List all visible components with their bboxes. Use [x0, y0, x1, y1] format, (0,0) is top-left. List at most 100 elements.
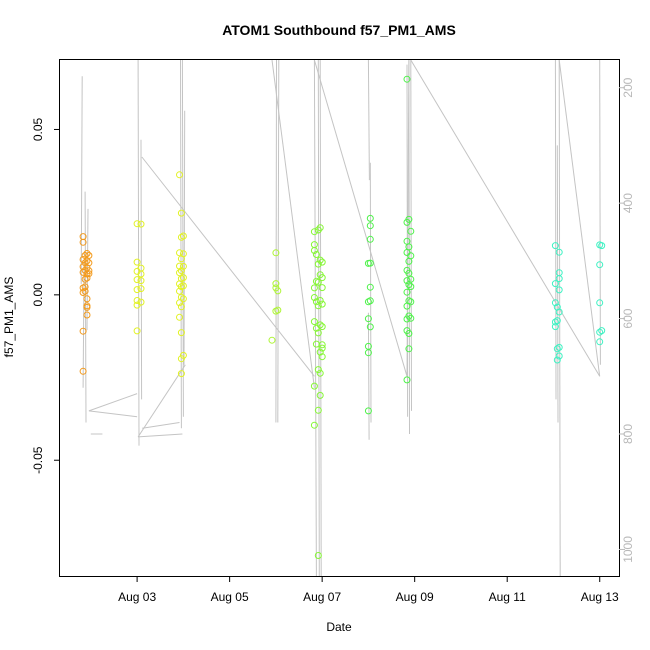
- data-point: [314, 329, 322, 337]
- data-point: [177, 370, 185, 378]
- data-point: [598, 327, 606, 335]
- data-point: [310, 421, 318, 429]
- data-point: [83, 311, 91, 319]
- trace-segment: [599, 59, 601, 365]
- data-point: [318, 284, 326, 292]
- data-point: [316, 391, 324, 399]
- trace-segment: [367, 312, 370, 440]
- y2-tick-label: 200: [621, 77, 635, 97]
- data-point: [316, 369, 324, 377]
- data-point: [133, 286, 141, 294]
- trace-segment: [558, 59, 601, 377]
- trace-segment: [556, 145, 559, 423]
- data-point: [177, 293, 185, 301]
- data-point: [85, 252, 93, 259]
- data-point: [177, 267, 185, 275]
- data-point: [405, 269, 413, 277]
- data-point: [316, 297, 324, 304]
- data-point: [85, 267, 93, 275]
- data-point: [364, 407, 372, 415]
- data-point: [81, 283, 89, 291]
- data-point: [137, 298, 145, 306]
- data-point: [81, 287, 89, 295]
- data-point: [318, 258, 326, 266]
- data-point: [403, 75, 411, 83]
- data-point: [176, 313, 183, 321]
- data-point: [133, 220, 141, 228]
- data-point: [318, 274, 326, 282]
- trace-segment: [317, 59, 320, 577]
- trace-segment: [369, 162, 372, 423]
- data-point: [177, 329, 185, 337]
- data-point: [83, 250, 91, 257]
- data-point: [407, 275, 415, 283]
- x-tick-label: Aug 05: [211, 590, 249, 604]
- data-point: [137, 270, 145, 278]
- data-point: [366, 259, 374, 267]
- data-point: [176, 171, 183, 179]
- trace-segment: [406, 59, 410, 377]
- data-point: [314, 406, 322, 414]
- trace-segment: [140, 139, 143, 400]
- data-point: [83, 274, 91, 282]
- data-point: [364, 315, 372, 323]
- y2-tick-label: 1000: [621, 536, 635, 563]
- data-point: [85, 259, 93, 267]
- data-point: [79, 327, 87, 335]
- trace-segment: [410, 59, 412, 411]
- data-point: [314, 366, 322, 374]
- y2-tick-label: 400: [621, 193, 635, 213]
- trace-segment: [410, 59, 601, 377]
- data-point: [366, 222, 374, 230]
- trace-segment: [313, 59, 317, 577]
- data-point: [318, 344, 326, 352]
- x-tick-label: Aug 03: [118, 590, 156, 604]
- y2-tick-label: 800: [621, 424, 635, 444]
- data-point: [274, 306, 282, 314]
- data-point: [366, 283, 374, 291]
- data-point: [133, 327, 141, 335]
- data-point: [312, 298, 320, 306]
- data-point: [79, 367, 87, 375]
- data-point: [314, 278, 322, 286]
- data-point: [272, 280, 280, 288]
- data-point: [314, 260, 322, 268]
- data-point: [555, 248, 563, 256]
- x-axis-label: Date: [326, 620, 352, 634]
- data-point: [555, 308, 563, 316]
- data-point: [403, 376, 411, 384]
- data-point: [177, 209, 185, 217]
- data-point: [316, 348, 324, 356]
- trace-segment: [137, 364, 186, 438]
- data-point: [403, 288, 411, 296]
- data-point: [596, 261, 604, 269]
- data-point: [316, 321, 324, 329]
- data-point: [407, 298, 415, 306]
- data-point: [555, 343, 563, 351]
- data-point: [407, 227, 415, 235]
- y2-axis: 200 400 600 800 1000: [619, 77, 635, 563]
- data-point: [310, 318, 318, 326]
- data-point: [403, 277, 411, 285]
- data-point: [555, 275, 563, 283]
- data-point: [551, 280, 559, 288]
- data-point: [366, 297, 374, 305]
- data-point: [179, 232, 187, 240]
- trace-segment: [275, 59, 277, 423]
- trace-segment: [180, 59, 182, 429]
- data-point: [312, 251, 320, 258]
- trace-segment: [181, 59, 184, 417]
- plot-frame: [59, 59, 620, 577]
- trace-segment: [558, 59, 561, 577]
- data-point: [310, 382, 318, 390]
- trace-segment: [367, 59, 370, 181]
- y-tick-label: 0.05: [31, 117, 45, 141]
- x-tick-label: Aug 13: [581, 590, 619, 604]
- data-point: [179, 351, 187, 359]
- data-point: [79, 238, 87, 246]
- y-axis-label: f57_PM1_AMS: [2, 277, 16, 358]
- trace-segment: [142, 422, 180, 429]
- data-point: [177, 303, 185, 311]
- data-point: [310, 228, 318, 236]
